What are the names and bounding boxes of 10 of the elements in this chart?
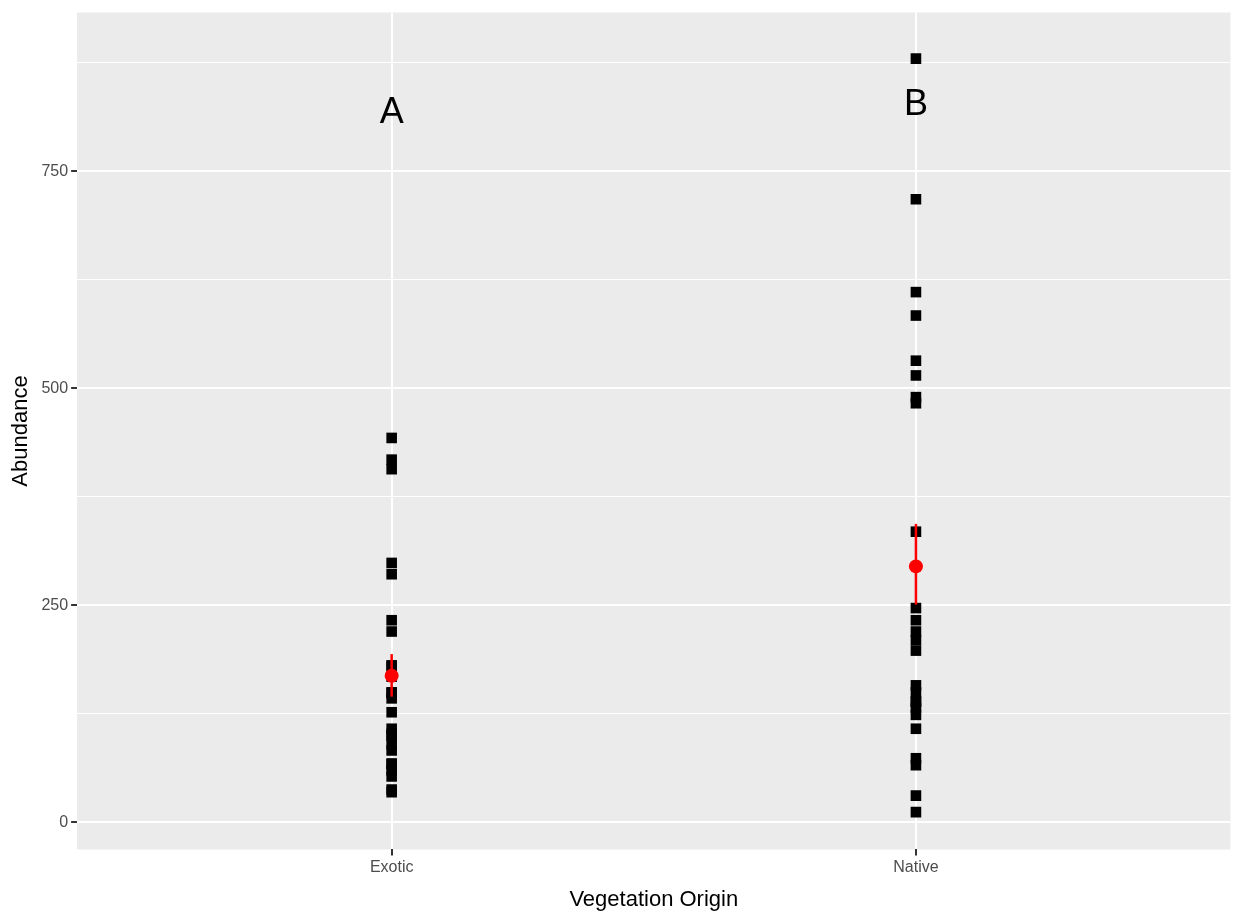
- y-tick-label: 250: [41, 595, 69, 613]
- annotation: B: [903, 81, 928, 123]
- x-axis-title: Vegetation Origin: [569, 885, 739, 911]
- y-tick-label: 0: [59, 812, 69, 830]
- x-tick-label: Native: [893, 858, 939, 876]
- y-tick-label: 750: [41, 161, 69, 179]
- y-axis-title: Abundance: [7, 375, 33, 487]
- x-tick-label: Exotic: [369, 858, 414, 876]
- y-tick-label: 500: [41, 378, 69, 396]
- annotation: A: [379, 89, 404, 131]
